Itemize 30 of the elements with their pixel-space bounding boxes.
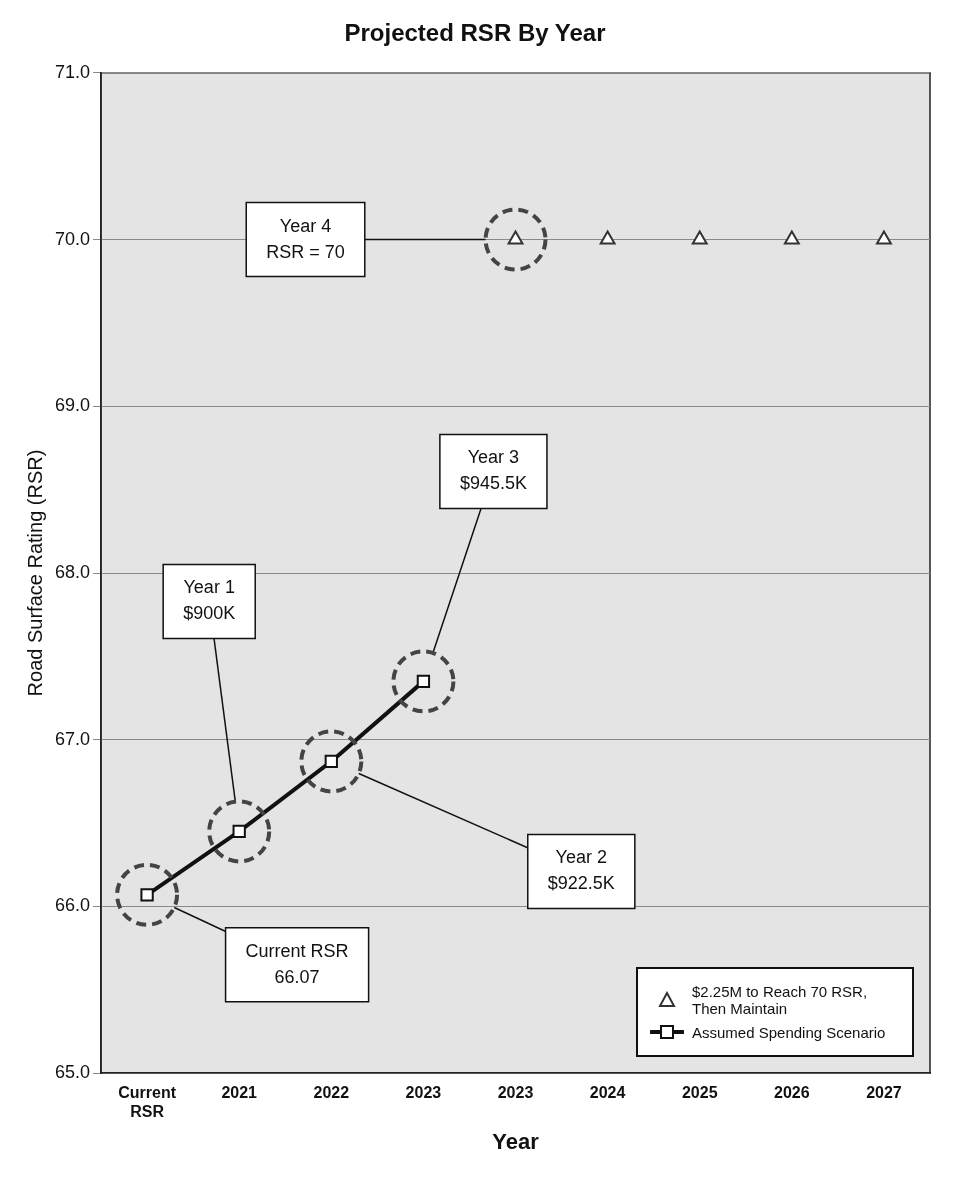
point (599, 230, 616, 245)
x-tick-label: 2022 (313, 1084, 350, 1102)
chart-title: Projected RSR By Year (344, 19, 606, 47)
x-tick-label: 2024 (589, 1084, 626, 1102)
annotation: Year 1 $900K (183, 577, 236, 624)
y-tick-label: 68.0 (54, 561, 91, 582)
y-tick-label: 67.0 (54, 728, 91, 749)
x-tick-label: 2023 (405, 1084, 442, 1102)
point (691, 230, 708, 245)
point (876, 230, 892, 245)
x-tick-label: Current RSR (118, 1084, 177, 1121)
y-tick-label: 66.0 (54, 895, 91, 916)
x-tick-label: 2021 (221, 1084, 258, 1102)
x-tick-label: 2027 (866, 1084, 902, 1102)
y-tick-label: 71.0 (54, 61, 91, 82)
annotation: Year 3 $945.5K (459, 447, 527, 494)
annotation: Year 2 $922.5K (547, 847, 615, 894)
annotation: Year 4 RSR = 70 (266, 215, 345, 262)
legend-label: Assumed Spending Scenario (692, 1023, 886, 1041)
legend-label: $2.25M to Reach 70 RSR, Then Maintain (692, 983, 869, 1018)
y-tick-label: 70.0 (54, 228, 91, 249)
y-axis-title: Road Surface Rating (RSR) (23, 449, 46, 697)
annotation: Current RSR 66.07 (245, 940, 349, 987)
x-tick-label: 2026 (774, 1084, 810, 1102)
x-tick-label: 2023 (497, 1084, 534, 1102)
y-tick-label: 69.0 (54, 395, 91, 416)
x-tick-label: 2025 (681, 1084, 718, 1102)
x-axis-title: Year (492, 1128, 540, 1154)
point (783, 230, 800, 245)
y-tick-label: 65.0 (54, 1062, 91, 1083)
